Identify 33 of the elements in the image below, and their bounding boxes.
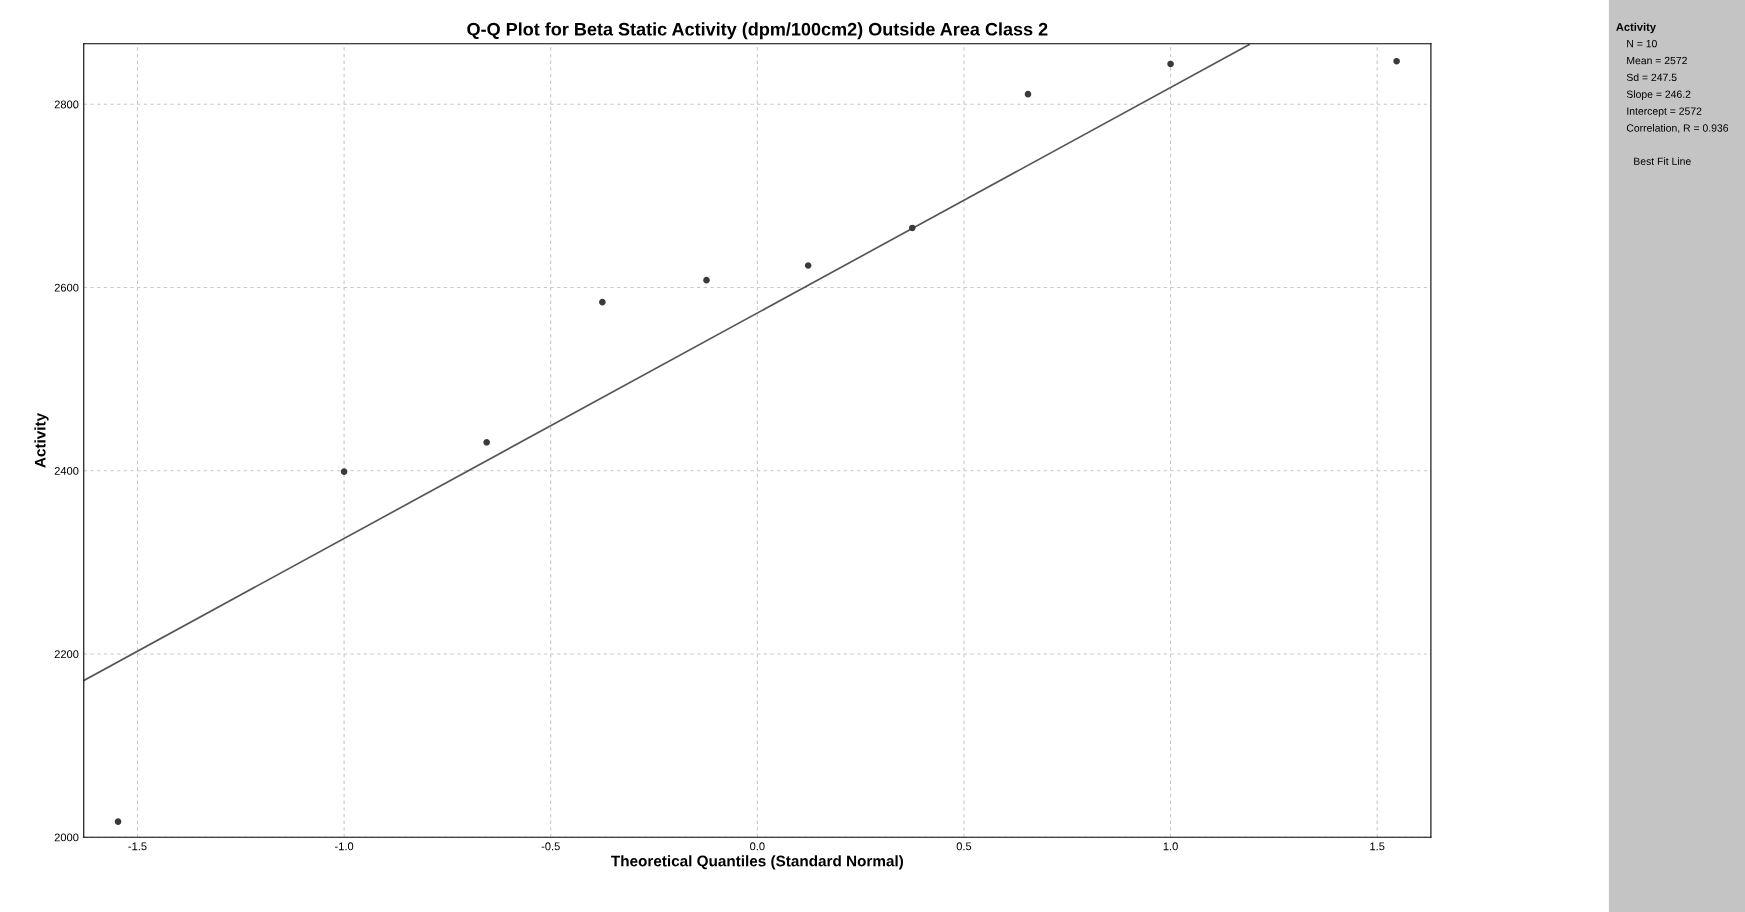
- point: [804, 262, 812, 269]
- point: [1024, 90, 1032, 98]
- point: [599, 298, 606, 306]
- y-tick-label: 2800: [54, 100, 79, 109]
- text: N = 10: [1627, 39, 1657, 48]
- point: [340, 468, 348, 475]
- y-axis-title: Activity: [34, 412, 49, 468]
- y-tick-label: 2200: [54, 650, 79, 659]
- text: Slope = 246.2: [1626, 90, 1691, 100]
- x-tick-label: 0.5: [956, 842, 972, 851]
- y-tick-label: 2000: [54, 833, 79, 842]
- point: [114, 818, 122, 825]
- x-tick-label: -1.0: [335, 842, 354, 851]
- point: [1167, 60, 1174, 68]
- y-tick-label: 2600: [54, 283, 79, 292]
- x-tick-label: -1.5: [128, 842, 147, 851]
- point: [703, 276, 710, 284]
- x-axis-title: Theoretical Quantiles (Standard Normal): [611, 855, 904, 870]
- x-tick-label: 1.5: [1370, 842, 1385, 851]
- text: Best Fit Line: [1634, 157, 1691, 165]
- y-tick-label: 2400: [54, 467, 79, 475]
- text: Sd = 247.5: [1626, 73, 1677, 82]
- point: [908, 224, 916, 232]
- x-tick-label: 0.0: [750, 842, 765, 851]
- point: [1393, 57, 1400, 65]
- point: [483, 439, 490, 446]
- text: Correlation, R = 0.936: [1626, 124, 1729, 133]
- text: Activity: [1616, 22, 1656, 34]
- text: Mean = 2572: [1627, 56, 1687, 65]
- chart-title: Q-Q Plot for Beta Static Activity (dpm/100cm2) Outside Area Class 2: [467, 22, 1048, 40]
- text: Intercept = 2572: [1627, 107, 1702, 117]
- x-tick-label: 1.0: [1163, 842, 1178, 851]
- x-tick-label: -0.5: [541, 842, 560, 851]
